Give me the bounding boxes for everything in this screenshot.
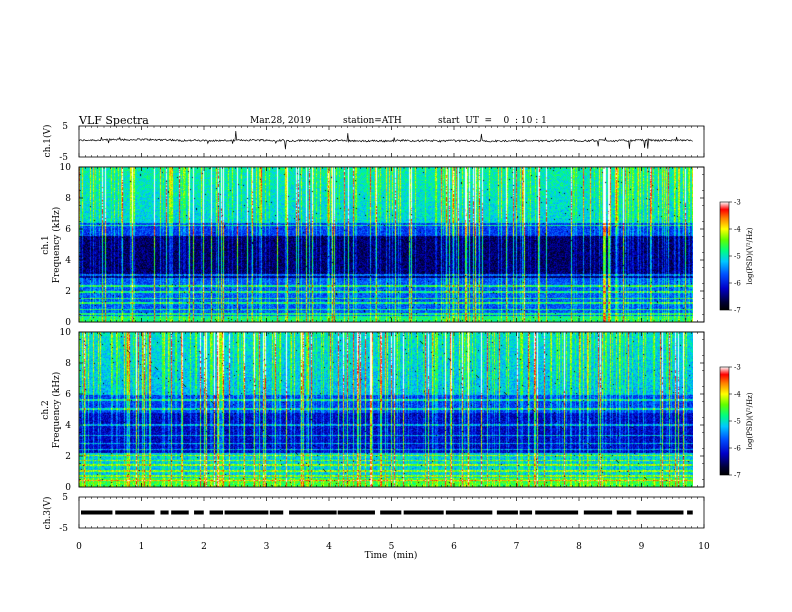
ch1-spectrogram-panel: ch.1 Frequency (kHz) 0 2 4 6 8 10 (41, 163, 705, 328)
ch1-spectrogram-ylabel-channel: ch.1 (41, 235, 51, 254)
ch3-pulse-segment (535, 510, 579, 515)
date-label: Mar.28, 2019 (250, 116, 311, 126)
colorbar-tick-label: -4 (734, 391, 741, 399)
colorbar-tick-label: -3 (734, 364, 741, 372)
ch3-pulse-segment (583, 510, 613, 515)
frequency-tick-label: 0 (65, 483, 71, 493)
frequency-tick-label: 2 (65, 287, 71, 297)
ch3-pulse-segment (519, 510, 533, 515)
time-tick-label: 1 (139, 542, 145, 552)
time-tick-label: 10 (698, 542, 710, 552)
time-tick-label: 5 (389, 542, 395, 552)
ch3-pulse-segment (687, 510, 693, 515)
ch2-spectrogram-image (79, 332, 693, 487)
ch1-spectrogram-yticks: 0 2 4 6 8 10 (60, 163, 704, 328)
ch3-pulse-segment (160, 510, 169, 515)
colorbar-tick-label: -5 (734, 253, 741, 261)
ch1-ytick-bottom: -5 (59, 153, 68, 163)
time-tick-label: 4 (326, 542, 332, 552)
time-tick-label: 7 (514, 542, 520, 552)
time-axis-label: Time (min) (365, 550, 418, 561)
colorbar-tick-label: -6 (734, 445, 741, 453)
ch3-pulse-segment (115, 510, 155, 515)
frequency-tick-label: 10 (60, 328, 72, 338)
colorbar-tick-label: -6 (734, 280, 741, 288)
ch3-pulse-segment (337, 510, 375, 515)
ch1-colorbar-ticks: -3 -4 -5 -6 -7 (729, 199, 741, 315)
ch1-colorbar-label: log(PSD)(V²/Hz) (746, 227, 754, 284)
ch3-pulse-segment (194, 510, 204, 515)
ch2-colorbar-ticks: -3 -4 -5 -6 -7 (729, 364, 741, 480)
ch3-pulse-segment (289, 510, 337, 515)
ch3-waveform-ylabel: ch.3(V) (42, 497, 53, 530)
time-tick-label: 9 (639, 542, 645, 552)
ch3-pulse-segment (445, 510, 493, 515)
ch1-waveform-ylabel: ch.1(V) (42, 125, 53, 158)
ch3-pulse-segment (224, 510, 269, 515)
ch3-pulse-segment (81, 510, 113, 515)
frequency-tick-label: 2 (65, 452, 71, 462)
time-tick-label: 8 (576, 542, 582, 552)
start-ut-label: start UT = 0 : 10 : 1 (438, 116, 547, 126)
frequency-tick-label: 4 (65, 421, 71, 431)
ch3-waveform-trace (81, 510, 693, 515)
time-axis: 0 1 2 3 4 5 6 7 8 9 10 (76, 126, 710, 552)
ch1-waveform-frame (78, 125, 705, 158)
ch1-colorbar-bar (719, 201, 730, 311)
ch3-pulse-segment (209, 510, 224, 515)
ch1-colorbar: -3 -4 -5 -6 -7 log(PSD)(V²/Hz) (719, 199, 754, 315)
ch1-spectrogram-ylabel-frequency: Frequency (kHz) (51, 207, 62, 284)
ch3-ytick-top: 5 (62, 493, 68, 503)
ch3-ytick-bottom: -5 (59, 524, 68, 534)
frequency-tick-label: 8 (65, 359, 71, 369)
ch2-colorbar-bar (719, 366, 730, 476)
ch2-colorbar: -3 -4 -5 -6 -7 log(PSD)(V²/Hz) (719, 364, 754, 480)
ch3-pulse-segment (380, 510, 402, 515)
ch2-spectrogram-ylabel-channel: ch.2 (41, 400, 51, 419)
colorbar-tick-label: -4 (734, 226, 741, 234)
ch2-spectrogram-yticks: 0 2 4 6 8 10 (60, 328, 704, 493)
ch2-spectrogram-ylabel-frequency: Frequency (kHz) (51, 372, 62, 449)
colorbar-tick-label: -5 (734, 418, 741, 426)
frequency-tick-label: 8 (65, 194, 71, 204)
frequency-tick-label: 10 (60, 163, 72, 173)
ch3-pulse-segment (269, 510, 284, 515)
ch3-pulse-segment (171, 510, 189, 515)
colorbar-tick-label: -7 (734, 307, 741, 315)
station-label: station=ATH (343, 116, 402, 126)
frequency-tick-label: 4 (65, 256, 71, 266)
ch3-pulse-segment (636, 510, 684, 515)
colorbar-tick-label: -7 (734, 472, 741, 480)
ch1-waveform-trace (78, 130, 693, 150)
frequency-tick-label: 6 (65, 390, 71, 400)
ch1-ytick-top: 5 (62, 122, 68, 132)
ch2-spectrogram-panel: ch.2 Frequency (kHz) 0 2 4 6 8 10 (41, 328, 705, 493)
figure-title: VLF Spectra (78, 114, 149, 127)
colorbar-tick-label: -3 (734, 199, 741, 207)
ch2-colorbar-label: log(PSD)(V²/Hz) (746, 392, 754, 449)
ch3-pulse-segment (496, 510, 518, 515)
ch3-pulse-segment (616, 510, 632, 515)
time-tick-label: 0 (76, 542, 82, 552)
time-tick-label: 2 (201, 542, 207, 552)
frequency-tick-label: 6 (65, 225, 71, 235)
time-tick-label: 6 (451, 542, 457, 552)
frequency-tick-label: 0 (65, 318, 71, 328)
time-tick-label: 3 (264, 542, 270, 552)
ch1-spectrogram-image (79, 167, 693, 322)
ch3-pulse-segment (403, 510, 444, 515)
